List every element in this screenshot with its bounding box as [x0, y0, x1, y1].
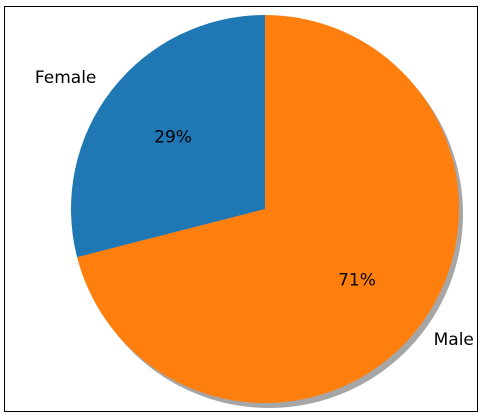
pie-labels: Female 29% Male 71% [35, 68, 474, 350]
category-label-female: Female [35, 68, 96, 88]
category-label-male: Male [434, 330, 474, 350]
value-label-male: 71% [338, 270, 376, 290]
slice-male [77, 15, 460, 403]
value-label-female: 29% [154, 128, 192, 148]
slice-female [71, 15, 265, 258]
pie-slices [71, 15, 460, 403]
